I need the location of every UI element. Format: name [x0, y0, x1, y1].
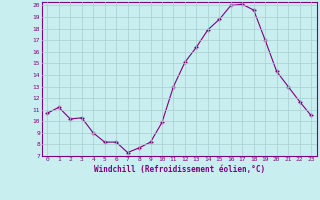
X-axis label: Windchill (Refroidissement éolien,°C): Windchill (Refroidissement éolien,°C): [94, 165, 265, 174]
